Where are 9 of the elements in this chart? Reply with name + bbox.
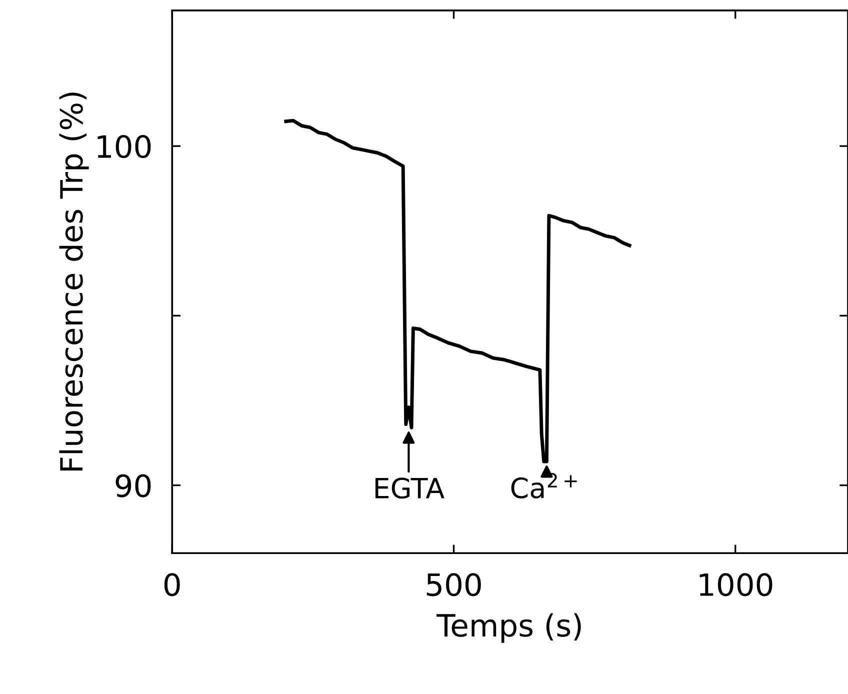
y-axis-title: Fluorescence des Trp (%) xyxy=(59,92,89,471)
x-axis-title: Temps (s) xyxy=(436,613,581,643)
y-tick-label: 90 xyxy=(116,474,151,498)
x-tick-label: 500 xyxy=(426,573,481,596)
annotation: EGTA xyxy=(375,478,444,499)
x-tick-label: 1000 xyxy=(700,573,772,596)
line-series xyxy=(284,118,632,464)
y-tick-label: 100 xyxy=(98,135,151,158)
x-tick-label: 0 xyxy=(164,573,180,596)
